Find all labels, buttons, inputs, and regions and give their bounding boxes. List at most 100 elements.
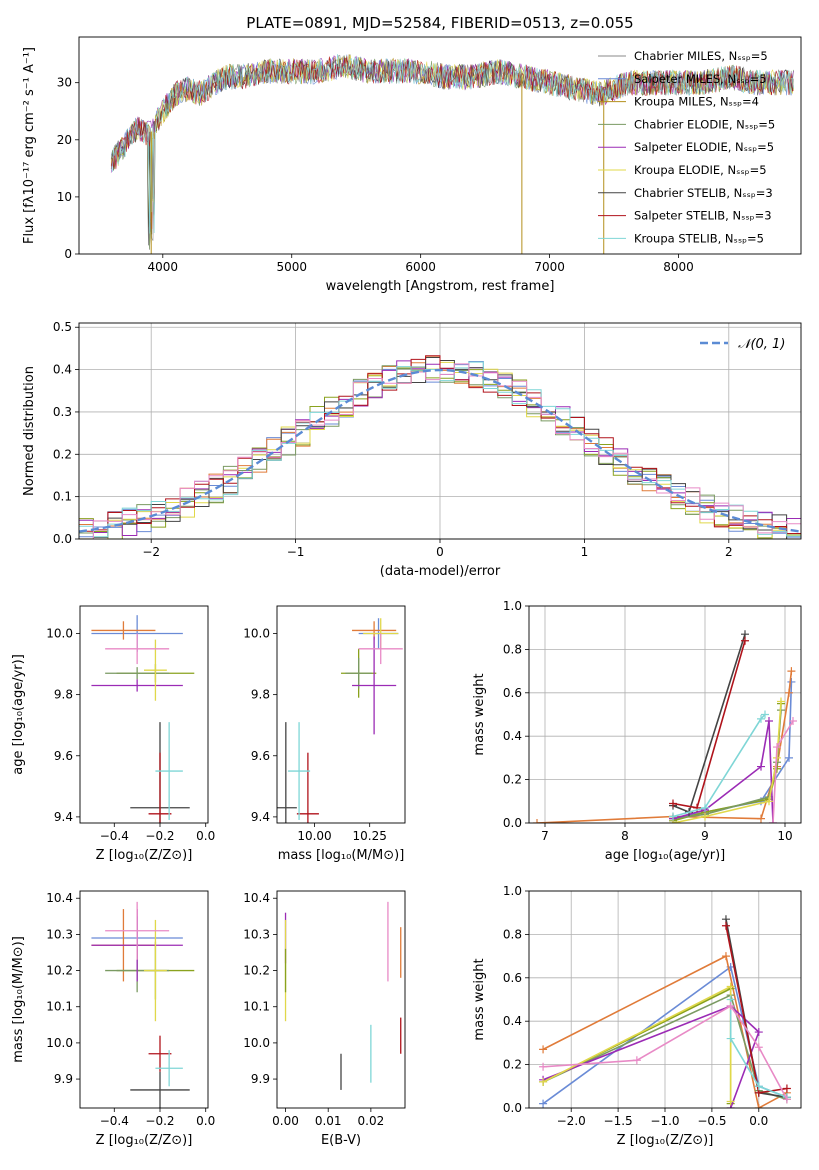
data-marker bbox=[757, 762, 765, 771]
x-tick-label: 7000 bbox=[534, 260, 565, 274]
data-marker bbox=[726, 1002, 735, 1011]
spectrum-line bbox=[110, 57, 794, 246]
data-marker bbox=[787, 667, 796, 676]
chart-residual_histogram: −2 −1 0 1 2 0.0 0.1 0.2 0.3 0.4 0.5 (data-model)/er… bbox=[22, 320, 802, 579]
y-tick-label: 0.2 bbox=[503, 773, 522, 787]
x-tick-label: −1.0 bbox=[650, 1114, 679, 1128]
legend-entry: Salpeter MILES, Nₛₛₚ=5 bbox=[634, 72, 767, 86]
y-tick-label: 9.9 bbox=[251, 1072, 270, 1086]
y-axis-label: mass [log₁₀(M/M⊙)] bbox=[11, 936, 26, 1063]
series-line bbox=[672, 703, 782, 822]
plot-area bbox=[533, 630, 797, 823]
y-tick-label: 10.1 bbox=[46, 1000, 73, 1014]
x-tick-label: −1.5 bbox=[604, 1114, 633, 1128]
data-marker bbox=[721, 921, 730, 930]
x-axis-label: E(B-V) bbox=[321, 1133, 361, 1148]
x-tick-label: 7 bbox=[541, 829, 549, 843]
data-marker bbox=[754, 1043, 763, 1052]
x-tick-label: −0.4 bbox=[100, 1114, 129, 1128]
chart-age_vs_metallicity: −0.4 −0.2 0.0 9.4 9.6 9.8 10.0 Z [log₁₀(Z/Z⊙)] a… bbox=[11, 605, 215, 863]
y-tick-label: 10.4 bbox=[243, 891, 270, 905]
y-tick-label: 0.5 bbox=[53, 320, 72, 334]
chart-age_vs_mass: 10.00 10.25 9.4 9.6 9.8 10.0 mass [log₁₀(M/M⊙)… bbox=[243, 605, 406, 863]
y-tick-label: 0.1 bbox=[53, 490, 72, 504]
y-axis-label: mass weight bbox=[472, 673, 487, 755]
data-marker bbox=[632, 1056, 641, 1065]
data-marker bbox=[782, 1084, 791, 1093]
gaussian-curve bbox=[79, 368, 801, 533]
y-tick-label: 0.8 bbox=[503, 642, 522, 656]
x-tick-label: −2.0 bbox=[557, 1114, 586, 1128]
y-tick-label: 0.6 bbox=[503, 686, 522, 700]
data-marker bbox=[741, 636, 749, 645]
histogram-series bbox=[79, 355, 801, 539]
x-tick-label: 5000 bbox=[276, 260, 307, 274]
x-tick-label: 4000 bbox=[148, 260, 179, 274]
x-tick-label: 10.00 bbox=[297, 829, 331, 843]
x-tick-label: 1 bbox=[581, 545, 589, 559]
y-tick-label: 0.2 bbox=[503, 1058, 522, 1072]
x-axis-label: age [log₁₀(age/yr)] bbox=[605, 848, 726, 863]
legend-entry: Kroupa STELIB, Nₛₛₚ=5 bbox=[634, 231, 764, 245]
data-marker bbox=[754, 1082, 763, 1091]
y-tick-label: 10.4 bbox=[46, 891, 73, 905]
series-line bbox=[672, 640, 746, 809]
y-tick-label: 0.4 bbox=[53, 363, 72, 377]
data-marker bbox=[726, 982, 735, 991]
chart-mass_weight_vs_metallicity: −2.0 −1.5 −1.0 −0.5 0.0 0.0 0.2 0.4 0.6 0.8 1.0 Z [… bbox=[472, 884, 802, 1148]
data-marker bbox=[701, 803, 709, 812]
y-tick-label: 30 bbox=[57, 76, 72, 90]
data-marker bbox=[726, 1034, 735, 1043]
x-axis-label: Z [log₁₀(Z/Z⊙)] bbox=[96, 848, 193, 863]
x-axis-label: (data-model)/error bbox=[380, 564, 501, 579]
y-tick-label: 0.3 bbox=[53, 405, 72, 419]
spectrum-line bbox=[110, 53, 794, 234]
y-axis-label: Normed distribution bbox=[22, 366, 37, 496]
y-tick-label: 10.3 bbox=[243, 927, 270, 941]
data-marker bbox=[785, 753, 793, 762]
legend-entry: Kroupa ELODIE, Nₛₛₚ=5 bbox=[634, 163, 767, 177]
chart-mass_vs_metallicity: −0.4 −0.2 0.0 9.9 10.0 10.1 10.2 10.3 10.4 Z [log… bbox=[11, 890, 215, 1148]
data-marker bbox=[761, 710, 769, 719]
x-tick-label: 0.02 bbox=[358, 1114, 385, 1128]
legend-entry: Salpeter STELIB, Nₛₛₚ=3 bbox=[634, 209, 772, 223]
data-marker bbox=[769, 819, 777, 823]
data-marker bbox=[777, 697, 785, 706]
y-tick-label: 0.0 bbox=[53, 532, 72, 546]
data-marker bbox=[533, 819, 541, 823]
y-tick-label: 1.0 bbox=[503, 884, 522, 898]
data-marker bbox=[539, 1045, 548, 1054]
y-tick-label: 0.0 bbox=[503, 816, 522, 830]
plot-area bbox=[79, 355, 801, 539]
chart-spectrum: 4000 5000 6000 7000 8000 0 10 20 30 wavelength [A… bbox=[22, 36, 802, 294]
axes-frame bbox=[78, 322, 802, 540]
y-tick-label: 0.0 bbox=[503, 1101, 522, 1115]
legend-entry: Chabrier MILES, Nₛₛₚ=5 bbox=[634, 49, 768, 63]
y-axis-label: Flux [fλ10⁻¹⁷ erg cm⁻² s⁻¹ A⁻¹] bbox=[22, 47, 37, 244]
data-marker bbox=[789, 717, 797, 726]
x-tick-label: 10 bbox=[777, 829, 792, 843]
y-tick-label: 10.0 bbox=[243, 627, 270, 641]
x-tick-label: −0.2 bbox=[145, 829, 174, 843]
spectrum-line bbox=[110, 56, 794, 230]
axes-frame bbox=[79, 605, 209, 824]
plot-area bbox=[284, 901, 402, 1090]
data-marker bbox=[701, 812, 709, 821]
y-tick-label: 10.0 bbox=[46, 1036, 73, 1050]
x-tick-label: −0.5 bbox=[697, 1114, 726, 1128]
plot-area bbox=[110, 53, 794, 254]
x-axis-label: Z [log₁₀(Z/Z⊙)] bbox=[96, 1133, 193, 1148]
y-axis-label: mass weight bbox=[472, 958, 487, 1040]
figure-title: PLATE=0891, MJD=52584, FIBERID=0513, z=0… bbox=[246, 14, 633, 32]
data-marker bbox=[669, 799, 677, 808]
y-tick-label: 10.1 bbox=[243, 1000, 270, 1014]
plot-area bbox=[91, 901, 195, 1108]
x-tick-label: 8000 bbox=[663, 260, 694, 274]
x-tick-label: 2 bbox=[725, 545, 733, 559]
y-tick-label: 9.4 bbox=[251, 810, 270, 824]
data-marker bbox=[785, 688, 793, 697]
y-tick-label: 0.4 bbox=[503, 1014, 522, 1028]
x-tick-label: −0.2 bbox=[145, 1114, 174, 1128]
data-marker bbox=[539, 1077, 548, 1086]
